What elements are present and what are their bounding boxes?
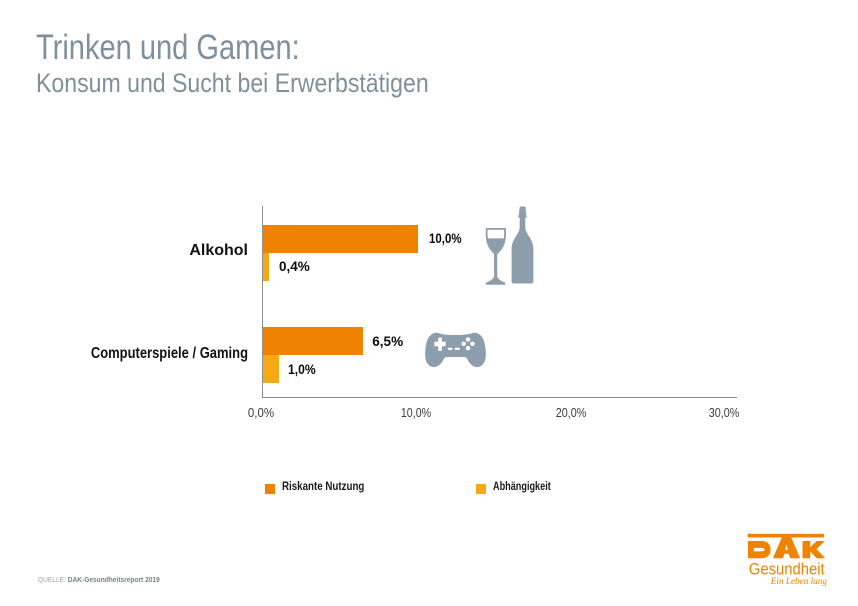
svg-text:Gesundheit: Gesundheit xyxy=(749,561,825,579)
svg-text:Ein Leben lang: Ein Leben lang xyxy=(770,576,828,586)
